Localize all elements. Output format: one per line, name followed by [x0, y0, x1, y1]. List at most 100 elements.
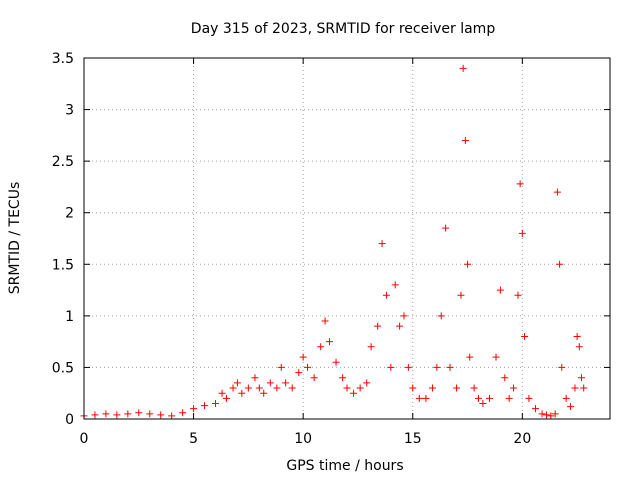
- data-point: [485, 394, 493, 402]
- data-point: [190, 405, 198, 413]
- data-point: [343, 384, 351, 392]
- data-point: [442, 224, 450, 232]
- data-point: [339, 374, 347, 382]
- ticks: [83, 57, 610, 420]
- data-point: [277, 363, 285, 371]
- data-point: [461, 137, 469, 145]
- data-point: [113, 411, 121, 419]
- x-tick-label: 10: [294, 431, 312, 447]
- data-point: [218, 389, 226, 397]
- y-axis-label: SRMTID / TECUs: [7, 182, 23, 295]
- data-point: [325, 338, 333, 346]
- data-point: [558, 363, 566, 371]
- data-markers: [80, 64, 588, 420]
- data-point: [374, 322, 382, 330]
- y-tick-label: 2: [65, 206, 74, 222]
- y-tick-label: 3.5: [52, 51, 74, 67]
- plot-frame: [83, 57, 611, 420]
- data-point: [321, 317, 329, 325]
- data-point: [266, 379, 274, 387]
- data-point: [222, 394, 230, 402]
- data-point: [350, 389, 358, 397]
- data-point: [479, 400, 487, 408]
- data-point: [179, 409, 187, 417]
- series-srmtid: [80, 64, 588, 420]
- data-point: [553, 188, 561, 196]
- data-point: [580, 384, 588, 392]
- y-tick-label: 1: [65, 309, 74, 325]
- data-point: [304, 363, 312, 371]
- data-point: [288, 384, 296, 392]
- data-point: [505, 394, 513, 402]
- data-point: [260, 389, 268, 397]
- data-point: [233, 379, 241, 387]
- x-tick-label: 20: [513, 431, 531, 447]
- data-point: [459, 64, 467, 72]
- data-point: [367, 343, 375, 351]
- data-point: [422, 394, 430, 402]
- data-point: [212, 400, 219, 408]
- data-point: [299, 353, 307, 361]
- data-point: [521, 332, 529, 340]
- data-point: [91, 411, 99, 419]
- data-point: [282, 379, 290, 387]
- data-point: [124, 410, 132, 418]
- data-point: [433, 363, 441, 371]
- data-point: [317, 343, 325, 351]
- data-point: [295, 369, 303, 377]
- data-point: [551, 410, 559, 418]
- data-point: [538, 410, 546, 418]
- data-point: [415, 394, 423, 402]
- data-point: [525, 394, 533, 402]
- data-point: [382, 291, 390, 299]
- x-tick-label: 15: [404, 431, 422, 447]
- y-tick-label: 0.5: [52, 360, 74, 376]
- data-point: [464, 260, 472, 268]
- data-point: [363, 379, 371, 387]
- data-point: [273, 384, 281, 392]
- data-point: [378, 240, 386, 248]
- data-point: [518, 229, 526, 237]
- data-point: [409, 384, 417, 392]
- data-point: [575, 343, 583, 351]
- data-point: [396, 322, 404, 330]
- data-point: [310, 374, 318, 382]
- data-point: [400, 312, 408, 320]
- x-tick-label: 0: [80, 431, 89, 447]
- data-point: [404, 363, 412, 371]
- data-point: [466, 353, 474, 361]
- data-point: [514, 291, 522, 299]
- data-point: [255, 384, 263, 392]
- data-point: [102, 410, 110, 418]
- data-point: [457, 291, 465, 299]
- data-point: [332, 358, 340, 366]
- data-point: [475, 394, 482, 402]
- data-point: [168, 412, 176, 420]
- data-point: [510, 384, 518, 392]
- data-point: [157, 411, 165, 419]
- data-point: [356, 384, 364, 392]
- chart-title: Day 315 of 2023, SRMTID for receiver lam…: [191, 21, 496, 37]
- data-point: [562, 394, 570, 402]
- data-point: [571, 384, 579, 392]
- data-point: [201, 402, 209, 410]
- grid: [84, 58, 610, 419]
- data-point: [501, 374, 509, 382]
- data-point: [453, 384, 461, 392]
- data-point: [229, 384, 237, 392]
- data-point: [573, 332, 581, 340]
- y-tick-label: 3: [65, 103, 74, 119]
- data-point: [135, 409, 143, 417]
- data-point: [428, 384, 436, 392]
- data-point: [391, 281, 399, 289]
- y-tick-label: 2.5: [52, 154, 74, 170]
- data-point: [531, 405, 539, 413]
- data-point: [567, 403, 575, 411]
- data-point: [516, 180, 524, 188]
- data-point: [387, 363, 395, 371]
- data-point: [470, 384, 478, 392]
- data-point: [556, 260, 564, 268]
- data-point: [446, 363, 454, 371]
- y-tick-label: 0: [65, 412, 74, 428]
